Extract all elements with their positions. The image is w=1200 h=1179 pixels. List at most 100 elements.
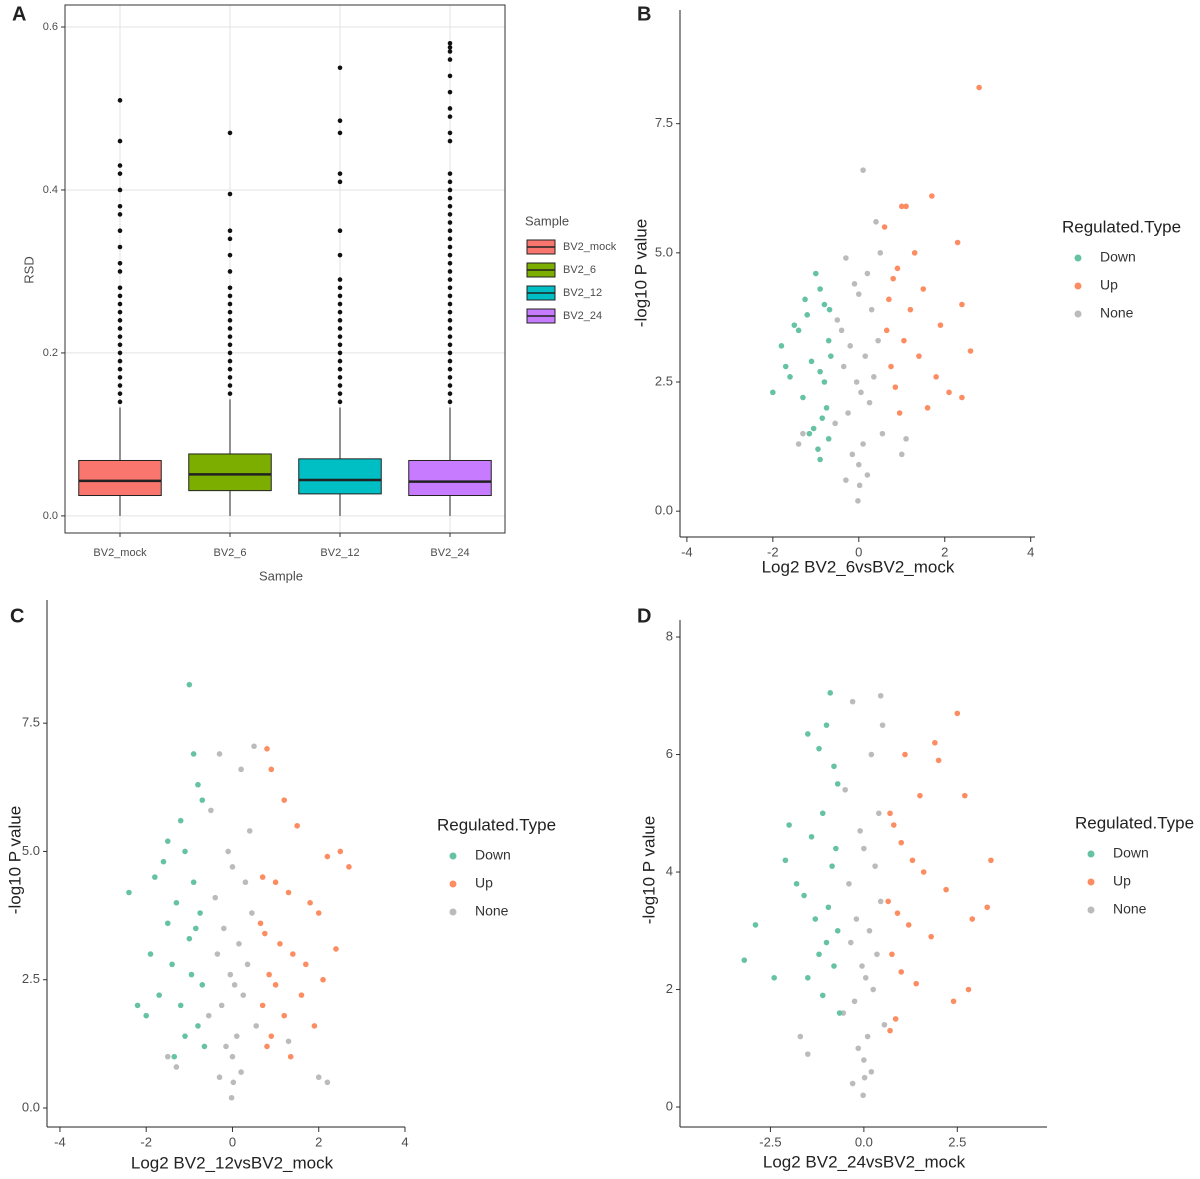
point: [272, 982, 279, 988]
point: [905, 922, 912, 928]
outlier: [227, 236, 233, 242]
outlier: [337, 366, 343, 372]
point: [823, 722, 830, 728]
outlier: [337, 391, 343, 396]
legend-title: Regulated.Type: [1062, 217, 1181, 236]
point: [324, 1079, 331, 1086]
point: [898, 969, 905, 975]
x-tick-label: 4: [1027, 544, 1034, 559]
outlier: [447, 391, 453, 396]
x-tick-label: 0.0: [855, 1134, 873, 1149]
x-tick-label: 0: [855, 544, 862, 559]
point: [244, 961, 251, 968]
point: [840, 363, 847, 370]
point: [916, 353, 922, 359]
point: [221, 925, 227, 932]
outlier: [337, 228, 343, 234]
point: [902, 751, 908, 758]
point: [164, 920, 171, 927]
y-tick-label: 0.4: [43, 184, 58, 196]
outlier: [447, 106, 453, 111]
point: [190, 879, 197, 886]
x-tick-label: 4: [401, 1134, 408, 1149]
point: [199, 982, 206, 988]
y-tick-label: 0.2: [43, 347, 58, 359]
point: [862, 353, 869, 359]
point: [860, 441, 866, 447]
outlier: [447, 383, 453, 388]
point: [862, 974, 869, 981]
y-tick-label: 6: [666, 746, 673, 761]
point: [855, 498, 861, 504]
point: [268, 1033, 275, 1039]
point: [813, 270, 819, 277]
point: [831, 963, 837, 969]
point: [866, 927, 873, 934]
outlier: [447, 195, 453, 201]
outlier: [227, 366, 233, 372]
legend-key: [1074, 310, 1082, 318]
outlier: [117, 171, 123, 176]
plot-border: [64, 4, 506, 534]
y-tick-label: 2.5: [22, 971, 40, 986]
outlier: [447, 40, 453, 46]
box: [408, 459, 492, 497]
point: [896, 410, 903, 416]
point: [868, 1068, 875, 1075]
point: [890, 275, 896, 282]
point: [320, 976, 326, 983]
point: [346, 864, 352, 870]
outlier: [447, 301, 453, 307]
point: [195, 1023, 201, 1029]
point: [888, 363, 894, 370]
point: [829, 863, 835, 869]
point: [928, 933, 934, 940]
point: [805, 974, 811, 981]
point: [954, 239, 961, 246]
outlier: [337, 293, 343, 299]
point: [898, 451, 905, 458]
point: [173, 899, 180, 906]
point: [887, 1027, 893, 1034]
point: [881, 1021, 888, 1028]
x-axis-title: Log2 BV2_24vsBV2_mock: [763, 1152, 966, 1171]
x-tick-label: -4: [54, 1134, 66, 1149]
x-tick-label: 2: [315, 1134, 322, 1149]
point: [225, 848, 231, 855]
outlier: [447, 350, 453, 356]
point: [913, 980, 919, 987]
point: [229, 1053, 236, 1060]
outlier: [117, 187, 123, 193]
point: [823, 939, 830, 946]
point: [886, 296, 892, 303]
point: [976, 84, 982, 91]
outlier: [447, 49, 453, 54]
outlier: [447, 375, 453, 380]
point: [337, 848, 344, 855]
outlier: [447, 57, 453, 62]
point: [251, 743, 257, 750]
point: [892, 384, 899, 390]
point: [782, 857, 789, 864]
x-axis-title: Log2 BV2_12vsBV2_mock: [131, 1153, 334, 1172]
point: [216, 1074, 223, 1081]
legend-key: [1074, 282, 1082, 290]
point: [834, 317, 841, 323]
point: [864, 472, 871, 478]
point: [815, 446, 821, 452]
point: [281, 1012, 288, 1019]
point: [894, 265, 901, 272]
point: [959, 394, 965, 401]
y-tick-label: 2: [666, 981, 673, 996]
point: [294, 822, 300, 829]
legend-label: None: [1100, 305, 1134, 321]
y-tick-label: 5.0: [655, 244, 673, 259]
point: [832, 420, 838, 427]
point: [845, 410, 851, 416]
point: [859, 963, 865, 969]
point: [877, 898, 884, 905]
point: [800, 430, 806, 437]
point: [231, 982, 238, 988]
legend-key: [1087, 878, 1095, 886]
point: [890, 822, 897, 828]
